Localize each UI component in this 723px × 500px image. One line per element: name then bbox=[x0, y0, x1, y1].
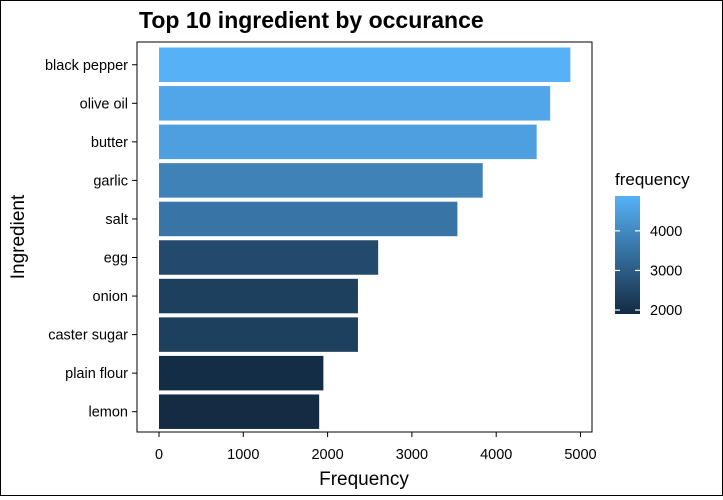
bar bbox=[159, 317, 358, 352]
legend-colorbar bbox=[615, 196, 640, 314]
y-tick-label: caster sugar bbox=[48, 328, 128, 344]
y-tick-label: olive oil bbox=[80, 96, 128, 112]
bar bbox=[159, 278, 358, 314]
y-tick-label: egg bbox=[104, 251, 128, 267]
legend-ticks: 2000 3000 4000 bbox=[615, 224, 682, 319]
bar bbox=[159, 355, 324, 391]
bar bbox=[159, 47, 571, 82]
x-tick-label: 2000 bbox=[311, 447, 343, 463]
y-axis-title: Ingredient bbox=[8, 194, 29, 279]
y-tick-label: butter bbox=[91, 135, 128, 151]
y-tick-label: plain flour bbox=[65, 366, 128, 382]
legend-tick-label: 4000 bbox=[650, 224, 682, 240]
x-tick-label: 4000 bbox=[480, 447, 512, 463]
color-legend: frequency 2000 3000 4000 bbox=[615, 170, 690, 319]
x-tick-label: 5000 bbox=[564, 447, 596, 463]
y-tick-label: onion bbox=[93, 289, 128, 305]
x-tick-label: 0 bbox=[155, 447, 163, 463]
plot-panel bbox=[136, 41, 593, 433]
y-tick-label: lemon bbox=[89, 405, 129, 421]
legend-title: frequency bbox=[615, 170, 690, 189]
bar bbox=[159, 394, 320, 429]
chart-title: Top 10 ingredient by occurance bbox=[139, 7, 484, 33]
x-tick-label: 3000 bbox=[396, 447, 428, 463]
bar bbox=[159, 240, 379, 275]
legend-tick-label: 3000 bbox=[650, 263, 682, 279]
bar bbox=[159, 124, 537, 160]
x-tick-label: 1000 bbox=[227, 447, 259, 463]
y-tick-label: garlic bbox=[93, 173, 128, 189]
y-tick-label: salt bbox=[105, 212, 128, 228]
bar bbox=[159, 163, 483, 198]
bar bbox=[159, 201, 458, 237]
y-axis: black pepper olive oil butter garlic salt egg… bbox=[45, 58, 137, 421]
y-tick-label: black pepper bbox=[45, 58, 128, 74]
x-axis-title: Frequency bbox=[319, 469, 409, 490]
legend-tick-label: 2000 bbox=[650, 303, 682, 319]
x-axis: 0 1000 2000 3000 4000 5000 bbox=[155, 432, 597, 463]
bar bbox=[159, 86, 551, 121]
bars-group bbox=[159, 47, 571, 429]
